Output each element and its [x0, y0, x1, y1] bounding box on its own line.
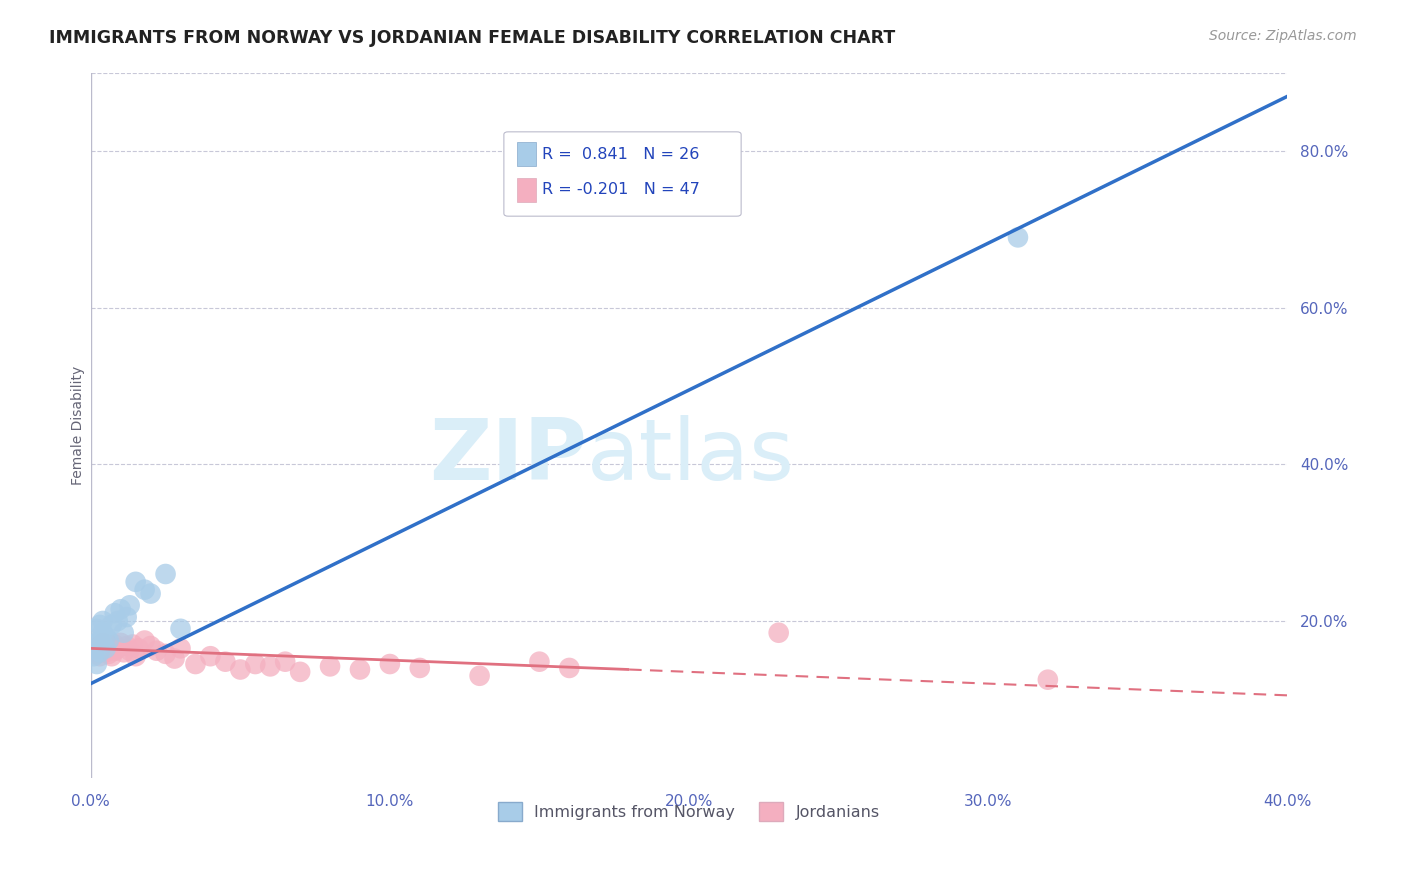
- Point: [110, 602, 132, 616]
- Point: [86, 644, 108, 658]
- Point: [155, 567, 177, 582]
- Point: [91, 625, 114, 640]
- Legend: Immigrants from Norway, Jordanians: Immigrants from Norway, Jordanians: [489, 794, 889, 830]
- Point: [100, 618, 122, 632]
- Point: [107, 641, 129, 656]
- Point: [89, 649, 111, 664]
- Point: [83, 649, 105, 664]
- Point: [139, 586, 162, 600]
- Point: [97, 633, 120, 648]
- Point: [768, 625, 790, 640]
- Point: [409, 661, 432, 675]
- Point: [319, 659, 342, 673]
- Point: [288, 665, 311, 679]
- Point: [468, 669, 491, 683]
- Point: [89, 618, 111, 632]
- Point: [115, 610, 138, 624]
- Point: [229, 663, 252, 677]
- Point: [245, 657, 267, 671]
- Point: [145, 644, 167, 658]
- Point: [94, 645, 117, 659]
- Point: [94, 630, 117, 644]
- Point: [89, 645, 111, 659]
- Point: [104, 606, 127, 620]
- Point: [104, 644, 127, 658]
- Point: [121, 637, 143, 651]
- Point: [91, 636, 114, 650]
- Point: [94, 637, 117, 651]
- Point: [118, 599, 141, 613]
- Point: [89, 639, 111, 653]
- Point: [378, 657, 401, 671]
- Point: [349, 663, 371, 677]
- Point: [1036, 673, 1059, 687]
- Text: R = -0.201   N = 47: R = -0.201 N = 47: [541, 182, 700, 197]
- Point: [163, 651, 186, 665]
- Point: [110, 636, 132, 650]
- Point: [259, 659, 281, 673]
- Point: [94, 641, 117, 656]
- Point: [200, 649, 222, 664]
- Point: [155, 647, 177, 661]
- Text: R =  0.841   N = 26: R = 0.841 N = 26: [541, 146, 699, 161]
- Point: [107, 614, 129, 628]
- Point: [97, 641, 120, 656]
- Text: ZIP: ZIP: [429, 416, 588, 499]
- Point: [184, 657, 207, 671]
- Y-axis label: Female Disability: Female Disability: [72, 366, 86, 485]
- Point: [91, 641, 114, 656]
- Point: [134, 582, 156, 597]
- Point: [100, 649, 122, 664]
- Point: [139, 639, 162, 653]
- Point: [112, 645, 135, 659]
- Point: [83, 641, 105, 656]
- Point: [83, 645, 105, 659]
- Point: [169, 641, 191, 656]
- Point: [124, 649, 146, 664]
- Point: [134, 633, 156, 648]
- Point: [112, 625, 135, 640]
- Point: [91, 614, 114, 628]
- Point: [124, 574, 146, 589]
- Point: [97, 647, 120, 661]
- Point: [100, 639, 122, 653]
- Point: [214, 655, 236, 669]
- Text: Source: ZipAtlas.com: Source: ZipAtlas.com: [1209, 29, 1357, 44]
- Point: [274, 655, 297, 669]
- Point: [104, 637, 127, 651]
- Point: [86, 641, 108, 656]
- Point: [1007, 230, 1029, 244]
- Point: [128, 641, 150, 656]
- Text: IMMIGRANTS FROM NORWAY VS JORDANIAN FEMALE DISABILITY CORRELATION CHART: IMMIGRANTS FROM NORWAY VS JORDANIAN FEMA…: [49, 29, 896, 47]
- Point: [558, 661, 581, 675]
- Point: [169, 622, 191, 636]
- Point: [118, 644, 141, 658]
- Point: [89, 633, 111, 648]
- Point: [83, 637, 105, 651]
- Point: [86, 622, 108, 636]
- Point: [86, 657, 108, 671]
- Point: [529, 655, 551, 669]
- Text: atlas: atlas: [588, 416, 796, 499]
- Point: [86, 647, 108, 661]
- Point: [115, 639, 138, 653]
